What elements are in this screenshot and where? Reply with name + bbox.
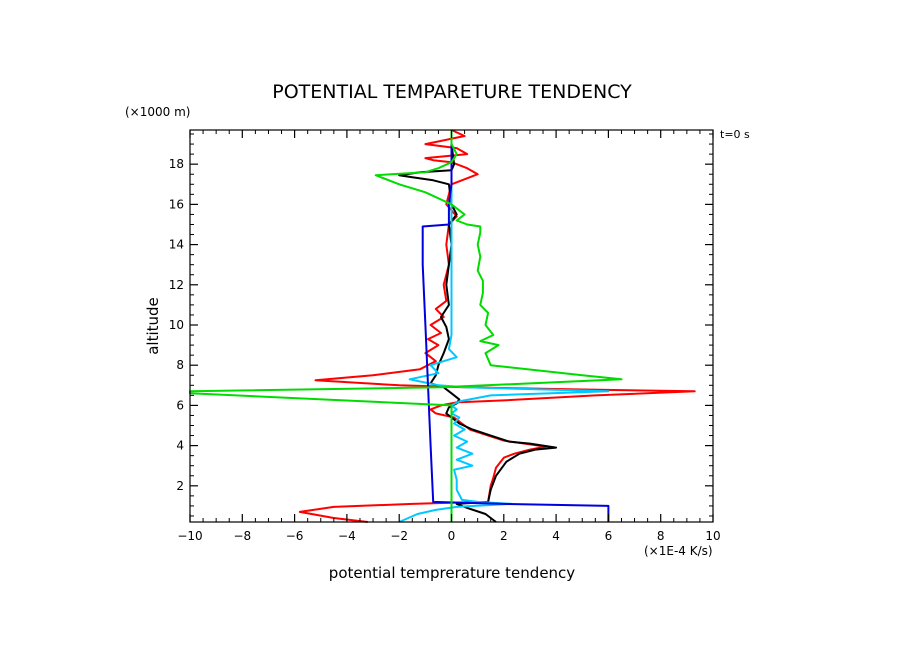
series-layer (189, 129, 696, 523)
y-tick-label: 2 (176, 479, 184, 493)
y-axis-unit: (×1000 m) (125, 105, 190, 119)
y-tick-label: 18 (169, 157, 184, 171)
y-tick-label: 14 (169, 238, 184, 252)
x-tick-label: 10 (705, 529, 720, 543)
x-tick-label: −10 (177, 529, 202, 543)
x-tick-label: 6 (605, 529, 613, 543)
x-tick-label: 8 (657, 529, 665, 543)
chart-title: POTENTIAL TEMPARETURE TENDENCY (272, 81, 632, 103)
series-line-3 (398, 130, 610, 523)
x-tick-label: 4 (552, 529, 560, 543)
y-axis: 2 4 6 8 10 12 14 16 18 (169, 133, 713, 517)
x-tick-label: 0 (448, 529, 456, 543)
y-tick-label: 12 (169, 278, 184, 292)
series-line-5 (189, 130, 623, 522)
x-tick-label: −4 (338, 529, 356, 543)
y-tick-label: 6 (176, 398, 184, 412)
series-line-2 (398, 130, 558, 523)
y-tick-label: 4 (176, 439, 184, 453)
x-axis-label: potential temprerature tendency (329, 564, 576, 582)
y-axis-label: altitude (144, 297, 162, 355)
x-tick-label: −2 (390, 529, 408, 543)
x-tick-label: −8 (233, 529, 251, 543)
x-axis: −10 −8 −6 −4 −2 0 2 4 6 8 10 (177, 130, 721, 543)
series-line-4 (421, 130, 610, 522)
series-line-1 (298, 129, 696, 523)
x-tick-label: −6 (286, 529, 304, 543)
x-tick-label: 2 (500, 529, 508, 543)
x-axis-unit: (×1E-4 K/s) (644, 544, 713, 558)
y-tick-label: 8 (176, 358, 184, 372)
y-tick-label: 16 (169, 197, 184, 211)
time-label: t=0 s (720, 128, 750, 141)
y-tick-label: 10 (169, 318, 184, 332)
